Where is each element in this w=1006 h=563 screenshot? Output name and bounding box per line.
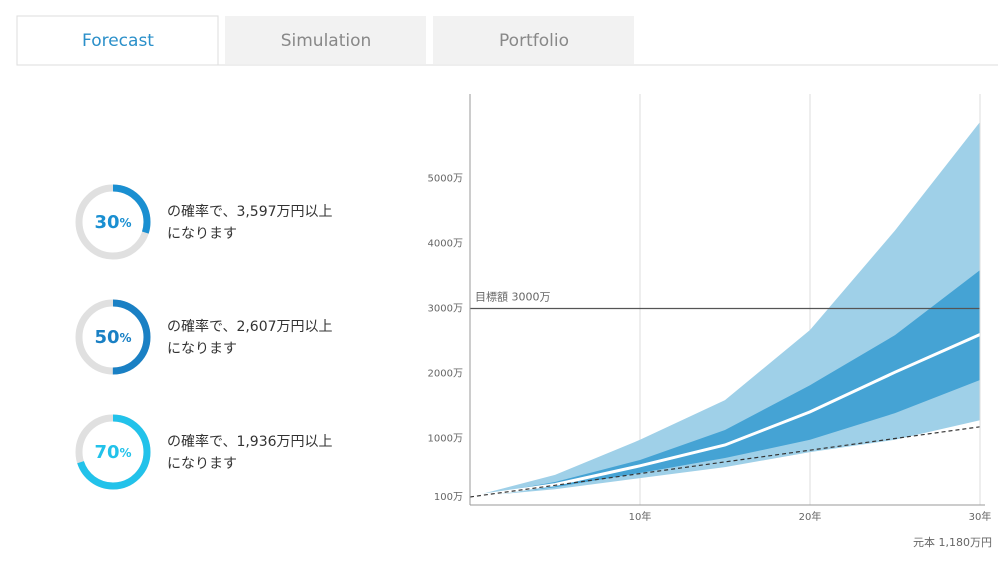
gauge-label: 30% xyxy=(94,212,131,233)
gauge-unit: % xyxy=(120,216,132,230)
gauge-label: 70% xyxy=(94,442,131,463)
gauge-value: 50 xyxy=(94,327,119,348)
y-tick-label: 5000万 xyxy=(428,174,463,185)
tab-active[interactable] xyxy=(16,15,219,66)
gauge-value: 30 xyxy=(94,212,119,233)
gauge-arc xyxy=(75,414,151,490)
x-tick-label: 30年 xyxy=(969,510,992,523)
band xyxy=(470,270,980,497)
gauge-text: になります xyxy=(167,456,237,472)
gauge-text: の確率で、3,597万円以上 xyxy=(167,203,333,220)
chart: 10年 20年 30年 100万 1000万 2000万 3000万 4000万 5000万目標… xyxy=(428,94,992,549)
y-tick-label: 100万 xyxy=(434,492,463,503)
y-tick-label: 4000万 xyxy=(428,239,463,250)
gauge-arc xyxy=(75,184,151,260)
gauge-label: 50% xyxy=(94,327,131,348)
y-tick-label: 2000万 xyxy=(428,369,463,380)
gauge-text: になります xyxy=(167,341,237,357)
target-label: 目標額 3000万 xyxy=(475,290,551,304)
gauge-text: になります xyxy=(167,226,237,242)
footer-note: 元本 1,180万円 xyxy=(913,535,992,549)
tab-label[interactable]: Portfolio xyxy=(499,31,569,51)
principal-line xyxy=(469,426,981,498)
median-line xyxy=(469,333,981,499)
tab-label[interactable]: Forecast xyxy=(82,31,154,51)
tab[interactable] xyxy=(433,16,634,64)
tab-label[interactable]: Simulation xyxy=(281,31,372,51)
gauge-unit: % xyxy=(120,446,132,460)
gauge-text: の確率で、2,607万円以上 xyxy=(167,318,333,335)
y-tick-label: 3000万 xyxy=(428,304,463,315)
x-tick-label: 20年 xyxy=(799,510,822,523)
tab[interactable] xyxy=(225,16,426,64)
y-tick-label: 1000万 xyxy=(428,434,463,445)
gauge-unit: % xyxy=(120,331,132,345)
x-tick-label: 10年 xyxy=(629,510,652,523)
gauge-text: の確率で、1,936万円以上 xyxy=(167,433,333,450)
gauge-value: 70 xyxy=(94,442,119,463)
gauge-arc xyxy=(75,299,151,375)
